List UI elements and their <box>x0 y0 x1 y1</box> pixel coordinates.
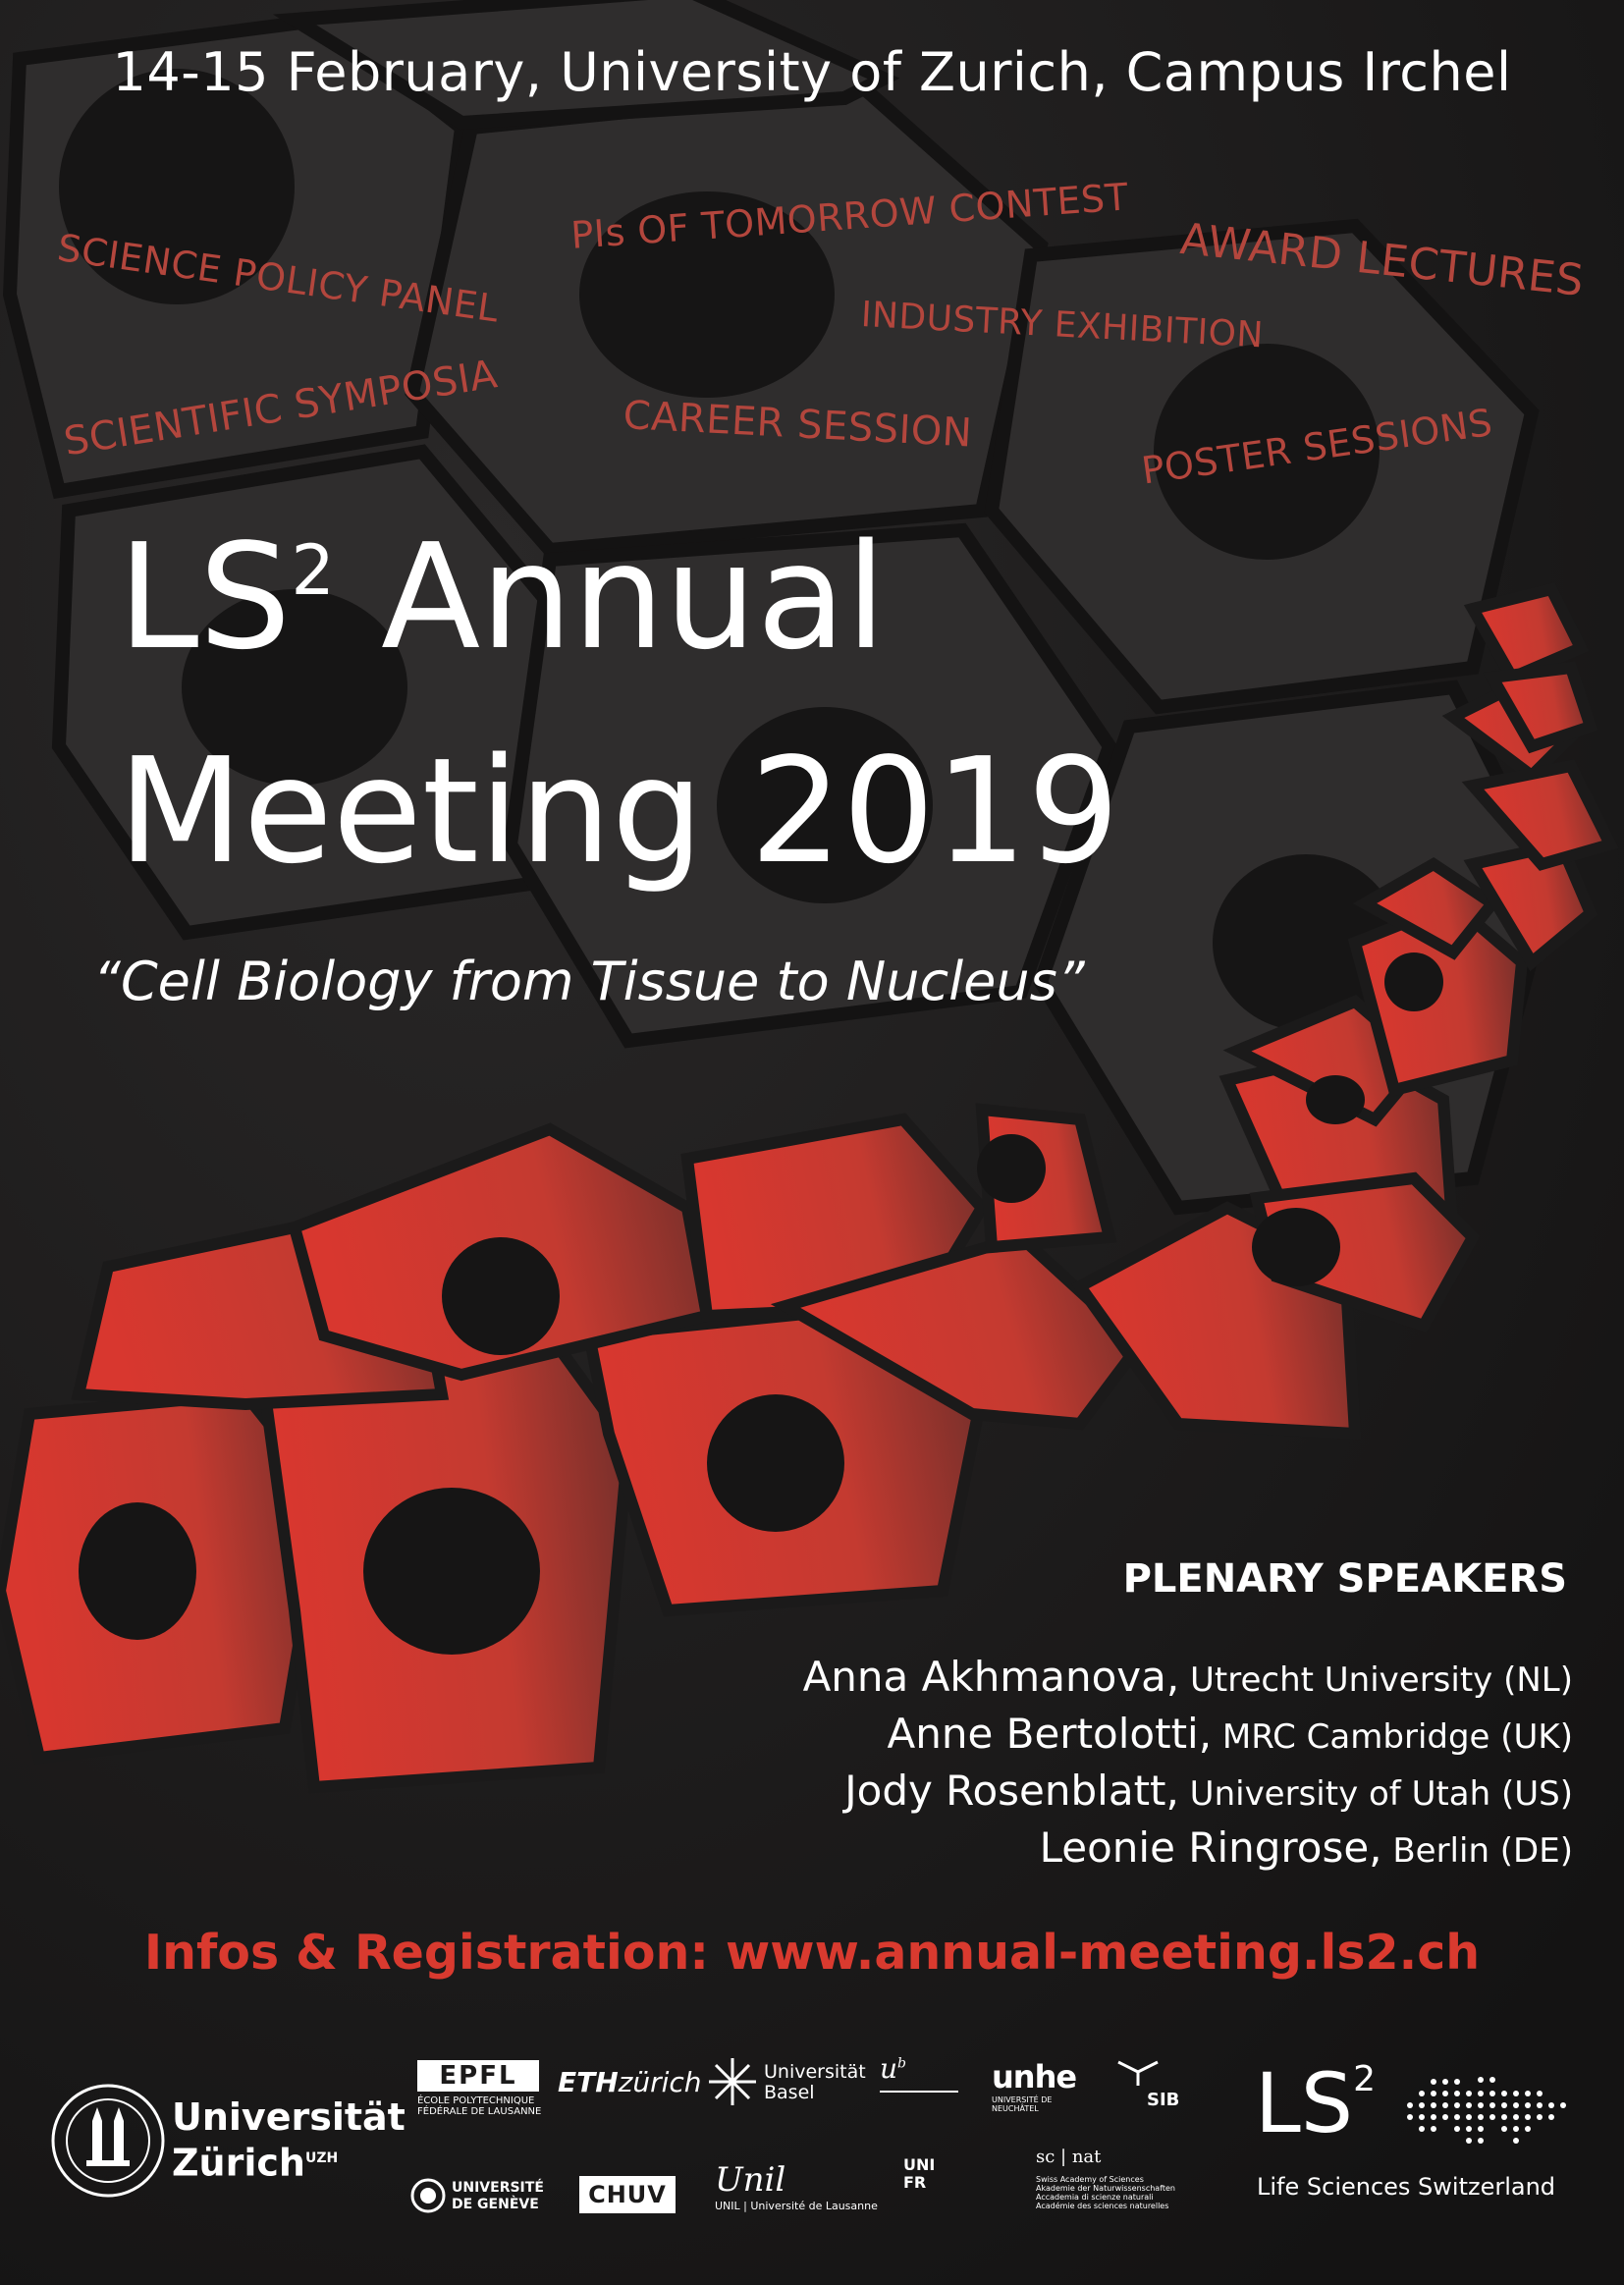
speaker-row: Anna Akhmanova, Utrecht University (NL) <box>803 1653 1573 1701</box>
speaker-name: Jody Rosenblatt, <box>844 1767 1179 1815</box>
unine-mark: unhe <box>992 2058 1077 2095</box>
plenary-speakers-heading: PLENARY SPEAKERS <box>1122 1556 1567 1602</box>
ls2-mark: LS <box>1255 2055 1354 2151</box>
ls2-logo[interactable]: LS2 <box>1255 2059 1377 2146</box>
unige-logo[interactable]: UNIVERSITÉ DE GENÈVE <box>452 2180 544 2213</box>
speaker-affiliation: University of Utah (US) <box>1178 1774 1573 1814</box>
scnat-line2: Akademie der Naturwissenschaften <box>1036 2184 1175 2193</box>
speaker-row: Leonie Ringrose, Berlin (DE) <box>1040 1823 1573 1872</box>
unifr-line1: UNI <box>903 2155 936 2174</box>
uzh-line2: Zürich <box>172 2141 305 2185</box>
unibas-logo[interactable]: Universität Basel <box>764 2062 866 2103</box>
scnat-logo[interactable]: sc | nat Swiss Academy of Sciences Akade… <box>1036 2147 1175 2210</box>
unil-line: UNIL | Université de Lausanne <box>715 2200 878 2212</box>
speaker-name: Leonie Ringrose, <box>1039 1823 1382 1872</box>
sib-icon <box>1117 2060 1159 2086</box>
scnat-line3: Accademia di scienze naturali <box>1036 2193 1154 2202</box>
unil-logo[interactable]: Unil UNIL | Université de Lausanne <box>715 2160 878 2212</box>
speaker-name: Anne Bertolotti, <box>887 1710 1213 1758</box>
speaker-row: Anne Bertolotti, MRC Cambridge (UK) <box>887 1710 1573 1758</box>
unige-seal-icon <box>410 2178 446 2213</box>
unine-logo[interactable]: unhe UNIVERSITÉ DE NEUCHÂTEL <box>992 2058 1077 2113</box>
speaker-row: Jody Rosenblatt, University of Utah (US) <box>844 1767 1573 1815</box>
unibe-rule <box>880 2091 958 2093</box>
speaker-affiliation: Berlin (DE) <box>1381 1831 1573 1871</box>
unibe-logo[interactable]: ub <box>880 2052 958 2093</box>
subtitle: “Cell Biology from Tissue to Nucleus” <box>93 951 1085 1012</box>
ls2-tagline: Life Sciences Switzerland <box>1257 2173 1556 2201</box>
epfl-mark: EPFL <box>417 2060 539 2092</box>
unige-line1: UNIVERSITÉ <box>452 2180 544 2196</box>
epfl-line1: ÉCOLE POLYTECHNIQUE <box>417 2095 535 2106</box>
uzh-seal-icon <box>51 2084 165 2198</box>
epfl-logo[interactable]: EPFL ÉCOLE POLYTECHNIQUE FÉDÉRALE DE LAU… <box>417 2060 541 2117</box>
unibas-star-icon <box>709 2058 756 2105</box>
registration-link[interactable]: Infos & Registration: www.annual-meeting… <box>143 1925 1481 1981</box>
scnat-line4: Académie des sciences naturelles <box>1036 2202 1169 2210</box>
unibas-line2: Basel <box>764 2082 815 2103</box>
scnat-mark: sc | nat <box>1036 2147 1102 2167</box>
date-location: 14-15 February, University of Zurich, Ca… <box>112 41 1512 103</box>
uzh-tag: UZH <box>304 2150 339 2166</box>
eth-bold: ETH <box>558 2066 619 2098</box>
speaker-affiliation: MRC Cambridge (UK) <box>1212 1717 1573 1757</box>
uzh-line1: Universität <box>172 2095 406 2139</box>
ls2-sup: 2 <box>1353 2059 1377 2099</box>
eth-logo[interactable]: ETHzürich <box>558 2066 702 2098</box>
title-ls: LS <box>118 513 292 681</box>
speaker-affiliation: Utrecht University (NL) <box>1179 1660 1573 1700</box>
unine-line2: NEUCHÂTEL <box>992 2104 1039 2113</box>
sib-logo[interactable]: SIB <box>1147 2090 1180 2110</box>
eth-light: zürich <box>618 2066 702 2098</box>
unibe-mark: u <box>880 2052 898 2085</box>
speaker-name: Anna Akhmanova, <box>802 1653 1180 1701</box>
unige-line2: DE GENÈVE <box>452 2197 539 2212</box>
chuv-logo[interactable]: CHUV <box>579 2176 676 2213</box>
scnat-line1: Swiss Academy of Sciences <box>1036 2175 1144 2184</box>
title-superscript: 2 <box>291 530 335 611</box>
title-line-2: Meeting 2019 <box>118 727 1120 896</box>
unifr-logo[interactable]: UNI FR <box>903 2156 935 2192</box>
title-line-1: LS2 Annual <box>118 524 886 670</box>
unibas-line1: Universität <box>764 2061 866 2083</box>
epfl-line2: FÉDÉRALE DE LAUSANNE <box>417 2106 542 2117</box>
unibe-sup: b <box>897 2055 907 2072</box>
unifr-line2: FR <box>903 2173 927 2192</box>
title-annual: Annual <box>334 513 887 681</box>
unine-line1: UNIVERSITÉ DE <box>992 2095 1053 2104</box>
unil-mark: Unil <box>715 2160 786 2200</box>
switzerland-dots-icon <box>1407 2077 1566 2144</box>
uzh-logo[interactable]: Universität ZürichUZH <box>172 2096 406 2184</box>
